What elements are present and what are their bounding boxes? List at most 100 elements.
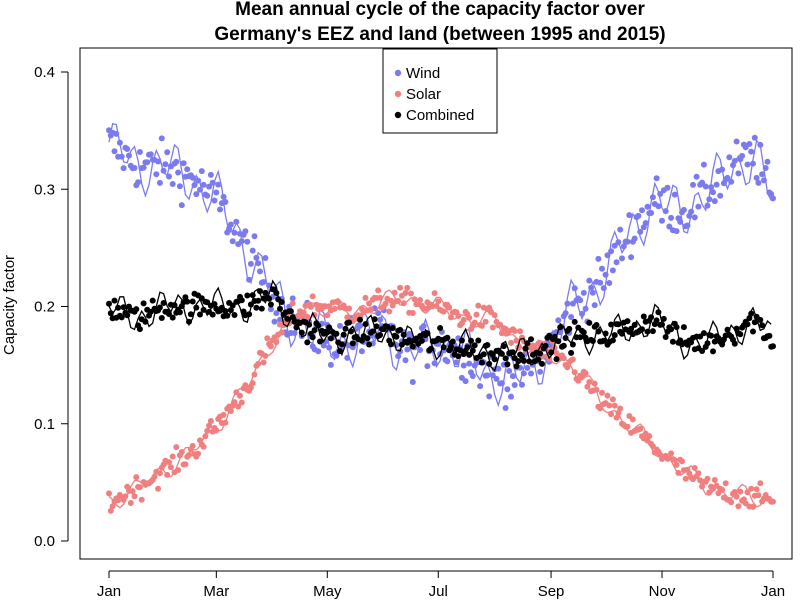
point-combined: [348, 328, 354, 335]
point-solar: [466, 314, 473, 321]
point-combined: [366, 341, 373, 348]
point-wind: [357, 322, 363, 329]
point-combined: [440, 344, 447, 351]
point-solar: [122, 493, 129, 500]
point-wind: [609, 267, 616, 274]
point-wind: [246, 276, 253, 283]
point-wind: [211, 197, 218, 204]
series-wind: [106, 123, 776, 411]
point-solar: [222, 419, 229, 426]
point-combined: [253, 304, 260, 311]
point-wind: [395, 353, 402, 360]
point-combined: [277, 305, 283, 312]
point-solar: [186, 452, 192, 458]
point-wind: [759, 171, 766, 178]
point-solar: [757, 480, 764, 487]
point-wind: [200, 181, 207, 188]
point-wind: [315, 348, 322, 355]
point-combined: [486, 360, 493, 367]
point-wind: [751, 134, 758, 141]
point-wind: [262, 255, 269, 261]
point-solar: [508, 339, 514, 346]
point-solar: [591, 380, 598, 387]
point-solar: [200, 443, 207, 450]
point-wind: [493, 375, 500, 382]
point-wind: [409, 379, 416, 385]
point-solar: [262, 352, 269, 359]
point-combined: [608, 321, 615, 328]
point-combined: [555, 338, 562, 345]
point-wind: [719, 166, 726, 173]
point-wind: [156, 179, 163, 186]
point-solar: [206, 422, 213, 429]
point-solar: [575, 377, 582, 384]
point-solar: [106, 490, 112, 497]
point-solar: [386, 308, 393, 315]
point-combined: [660, 315, 667, 322]
point-solar: [722, 480, 729, 487]
point-combined: [371, 316, 378, 323]
point-combined: [480, 351, 487, 358]
point-combined: [238, 297, 245, 304]
point-wind: [693, 173, 700, 180]
point-wind: [131, 165, 138, 171]
point-wind: [377, 316, 384, 323]
point-solar: [178, 449, 185, 455]
point-combined: [553, 356, 560, 363]
point-combined: [471, 342, 478, 349]
point-combined: [244, 292, 251, 299]
point-solar: [300, 309, 307, 316]
point-solar: [307, 303, 314, 310]
point-wind: [639, 207, 645, 214]
point-wind: [136, 149, 143, 155]
y-tick-label-3: 0.3: [34, 181, 55, 198]
point-combined: [548, 349, 555, 356]
point-wind: [750, 160, 756, 167]
point-wind: [508, 393, 514, 400]
point-wind: [147, 151, 154, 158]
point-wind: [153, 171, 160, 178]
point-solar: [446, 304, 453, 311]
point-wind: [726, 154, 733, 161]
point-wind: [160, 167, 167, 174]
point-combined: [444, 334, 451, 341]
point-combined: [364, 335, 371, 342]
point-combined: [662, 334, 669, 340]
point-combined: [577, 334, 584, 341]
point-wind: [655, 203, 662, 210]
point-wind: [327, 361, 334, 368]
point-solar: [382, 300, 389, 307]
point-combined: [593, 322, 600, 328]
point-wind: [613, 259, 620, 266]
point-wind: [688, 208, 695, 215]
point-wind: [209, 179, 216, 186]
point-wind: [173, 158, 180, 165]
point-combined: [562, 335, 569, 341]
point-solar: [167, 464, 174, 471]
point-wind: [748, 148, 755, 155]
point-combined: [466, 351, 473, 358]
point-wind: [695, 203, 702, 210]
point-combined: [700, 330, 707, 337]
point-wind: [140, 164, 147, 171]
point-wind: [198, 168, 205, 175]
point-solar: [247, 384, 254, 391]
point-solar: [486, 304, 493, 311]
point-solar: [402, 290, 409, 296]
point-combined: [515, 358, 522, 365]
point-combined: [537, 350, 544, 357]
point-solar: [613, 414, 620, 421]
point-wind: [444, 358, 451, 365]
point-combined: [171, 302, 178, 309]
point-solar: [584, 383, 591, 390]
point-combined: [649, 328, 656, 335]
legend-label-solar: Solar: [406, 86, 441, 103]
point-combined: [158, 315, 165, 321]
point-solar: [460, 316, 467, 323]
point-wind: [662, 208, 669, 215]
point-combined: [475, 337, 482, 344]
point-combined: [184, 298, 191, 305]
point-solar: [711, 477, 718, 483]
point-combined: [509, 349, 516, 356]
point-solar: [335, 299, 342, 306]
